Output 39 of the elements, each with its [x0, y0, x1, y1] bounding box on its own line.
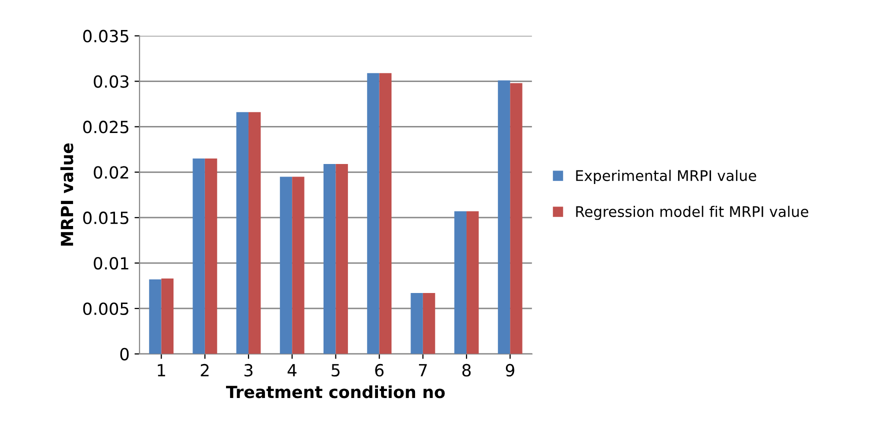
bar — [280, 176, 292, 354]
x-tick-label: 7 — [418, 364, 427, 376]
x-axis-title: Treatment condition no — [226, 385, 445, 398]
bar — [466, 211, 479, 354]
y-tick-label: 0.02 — [94, 166, 128, 179]
y-tick-label: 0.03 — [94, 75, 128, 88]
x-tick-label: 4 — [288, 364, 296, 376]
bar — [454, 211, 467, 354]
bar — [324, 164, 336, 354]
legend-label: Experimental MRPI value — [576, 170, 756, 184]
bar — [498, 80, 510, 354]
y-tick-label: 0.025 — [83, 120, 128, 134]
x-tick-label: 2 — [200, 364, 209, 376]
bar — [248, 112, 261, 354]
bar — [161, 278, 174, 354]
x-tick-label: 6 — [375, 364, 384, 377]
bar — [149, 279, 162, 354]
y-tick-label: 0 — [120, 348, 129, 360]
x-tick-label: 9 — [506, 364, 514, 377]
y-tick-label: 0.01 — [94, 257, 128, 270]
bar — [192, 158, 205, 354]
bar — [410, 293, 423, 354]
x-tick-label: 1 — [158, 364, 166, 376]
y-axis-title: MRPI value — [60, 143, 74, 246]
x-tick-label: 5 — [332, 364, 340, 377]
bar — [204, 158, 218, 354]
bar — [422, 293, 436, 354]
y-tick-label: 0.005 — [83, 302, 128, 316]
y-tick-label: 0.035 — [83, 30, 128, 42]
bar — [367, 73, 380, 354]
bar — [379, 73, 392, 354]
bar — [292, 176, 304, 354]
legend-label: Regression model fit MRPI value — [576, 206, 808, 220]
bar — [236, 112, 249, 354]
x-tick-label: 3 — [244, 364, 252, 377]
x-tick-label: 8 — [462, 364, 471, 377]
y-tick-label: 0.015 — [83, 212, 128, 224]
bar — [336, 164, 348, 354]
bar — [510, 83, 522, 354]
